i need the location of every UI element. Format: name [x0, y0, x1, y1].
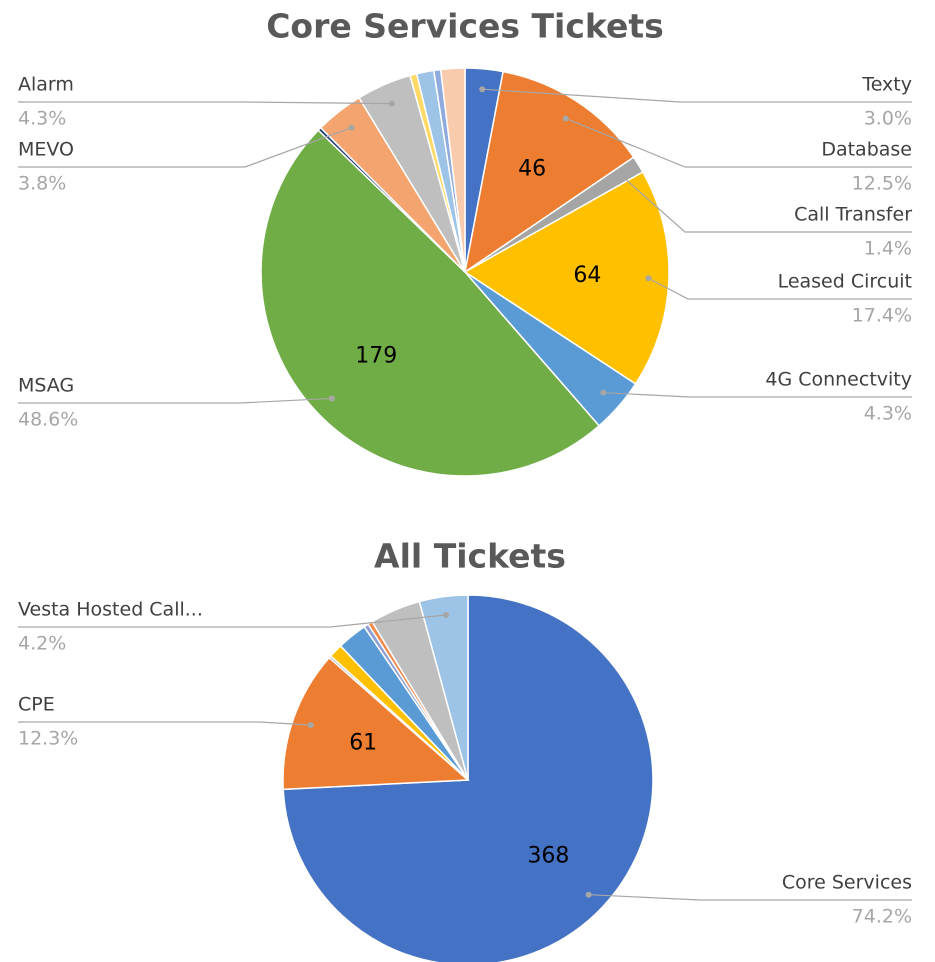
data-label: 64: [573, 263, 601, 288]
leader-dot: [388, 100, 395, 107]
leader-dot: [307, 722, 314, 729]
percent-label: 1.4%: [864, 238, 912, 260]
category-label: Core Services: [782, 872, 912, 894]
percent-label: 12.3%: [18, 728, 78, 750]
percent-label: 17.4%: [852, 305, 912, 327]
leader-line: [603, 392, 912, 398]
data-label: 179: [355, 343, 397, 368]
leader-line: [588, 894, 912, 901]
category-label: MEVO: [18, 139, 74, 161]
chart-title: All Tickets: [374, 537, 566, 576]
percent-label: 12.5%: [852, 173, 912, 195]
data-label: 46: [518, 157, 546, 182]
data-label: 61: [349, 730, 377, 755]
category-label: Alarm: [18, 74, 74, 96]
percent-label: 4.3%: [864, 403, 912, 425]
leader-dot: [645, 275, 652, 282]
category-label: CPE: [18, 694, 55, 716]
leader-dot: [442, 611, 449, 618]
pie-slice: [418, 594, 469, 781]
leader-line: [18, 127, 352, 168]
percent-label: 48.6%: [18, 409, 78, 431]
pie-slice: [463, 70, 635, 274]
leader-dot: [479, 86, 486, 93]
leader-line: [482, 88, 912, 103]
category-label: Call Transfer: [794, 204, 912, 226]
leader-dot: [562, 115, 569, 122]
percent-label: 4.2%: [18, 633, 66, 655]
category-label: Vesta Hosted Call...: [18, 599, 203, 621]
data-label: 368: [527, 843, 569, 868]
leader-line: [18, 397, 332, 404]
leader-line: [620, 174, 912, 233]
category-label: 4G Connectvity: [765, 369, 912, 391]
pie-slice: [439, 67, 466, 273]
percent-label: 4.3%: [18, 108, 66, 130]
leader-dot: [618, 172, 625, 179]
percent-label: 3.8%: [18, 173, 66, 195]
category-label: Database: [821, 139, 912, 161]
category-label: MSAG: [18, 375, 74, 397]
leader-dot: [328, 395, 335, 402]
leader-line: [18, 101, 392, 105]
percent-label: 3.0%: [864, 108, 912, 130]
chart-title: Core Services Tickets: [266, 7, 664, 46]
leader-dot: [585, 891, 592, 898]
leader-line: [18, 614, 446, 628]
pie-slice: [463, 170, 670, 385]
leader-line: [648, 277, 912, 300]
category-label: Texty: [861, 74, 912, 96]
pie-slice: [282, 656, 470, 791]
leader-dot: [348, 124, 355, 131]
leader-dot: [600, 389, 607, 396]
leader-line: [565, 117, 912, 168]
category-label: Leased Circuit: [778, 271, 912, 293]
percent-label: 74.2%: [852, 906, 912, 928]
pie-slice: [260, 129, 601, 477]
leader-line: [18, 721, 311, 726]
